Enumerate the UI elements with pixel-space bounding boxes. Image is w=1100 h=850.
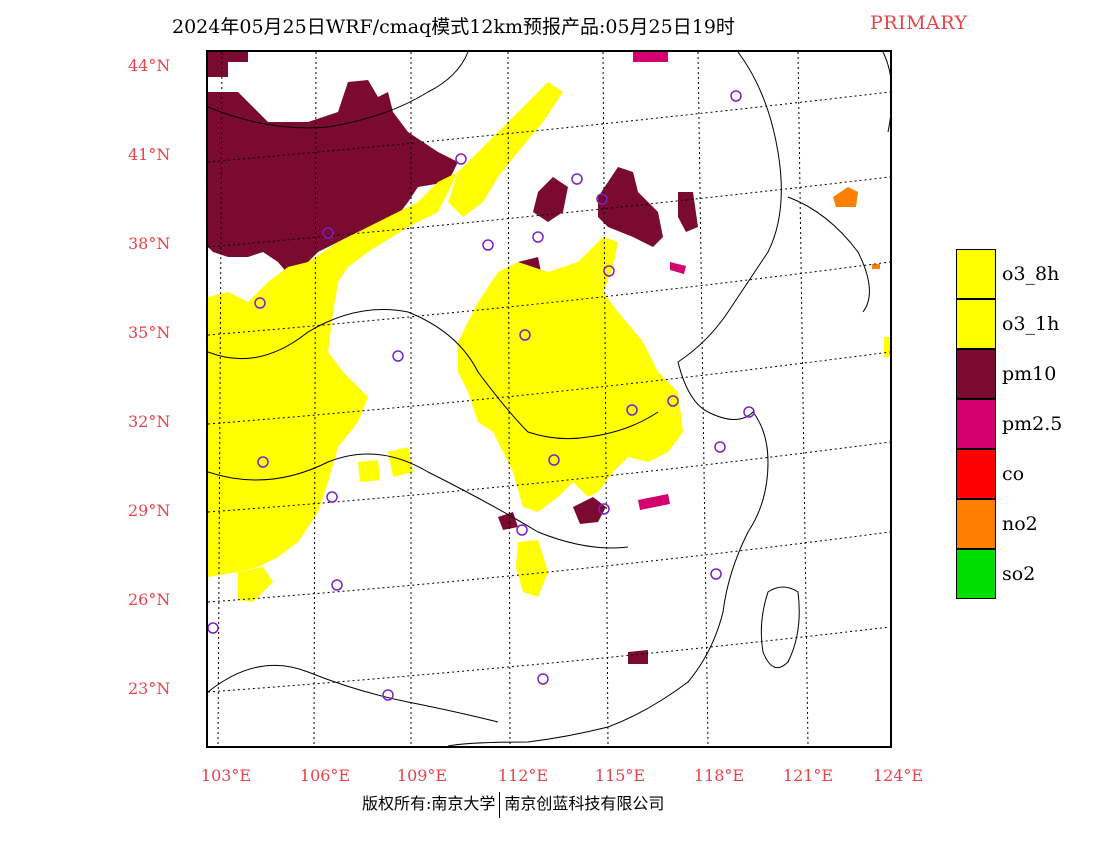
o3-region-central-south: [516, 540, 548, 597]
lat-label-38: 38°N: [128, 234, 171, 253]
legend-label: so2: [1002, 563, 1036, 585]
legend-label: no2: [1002, 513, 1038, 535]
no2-region-sea: [833, 187, 858, 207]
station-marker: [516, 524, 528, 536]
title-text: 2024年05月25日WRF/cmaq模式12km预报产品:05月25日19时: [172, 16, 735, 38]
legend-swatch: [956, 499, 996, 549]
pm10-region-northeast: [678, 192, 698, 232]
pm10-region-south-2: [498, 512, 518, 530]
legend-item-o3-1h: o3_1h: [956, 299, 1096, 349]
o3-region-east-edge: [884, 337, 890, 357]
copyright-footer: 版权所有:南京大学 南京创蓝科技有限公司: [362, 790, 664, 818]
legend-item-pm10: pm10: [956, 349, 1096, 399]
lat-label-35: 35°N: [128, 323, 171, 342]
lon-label-112: 112°E: [497, 766, 549, 785]
footer-separator: [499, 791, 501, 818]
station-marker: [322, 227, 334, 239]
legend-label: o3_1h: [1002, 313, 1060, 335]
station-marker: [382, 689, 394, 701]
legend-swatch: [956, 399, 996, 449]
lat-label-44: 44°N: [128, 56, 171, 75]
legend-label: o3_8h: [1002, 263, 1060, 285]
o3-region-small-2: [358, 460, 380, 482]
station-marker: [537, 673, 549, 685]
station-marker: [331, 579, 343, 591]
legend-item-o3-8h: o3_8h: [956, 249, 1096, 299]
station-marker: [392, 350, 404, 362]
legend-swatch: [956, 449, 996, 499]
lon-label-124: 124°E: [872, 766, 924, 785]
legend-item-co: co: [956, 449, 1096, 499]
copyright-left: 版权所有:南京大学: [362, 794, 496, 813]
legend-swatch: [956, 549, 996, 599]
lat-label-23: 23°N: [128, 679, 171, 698]
station-marker: [455, 153, 467, 165]
lat-label-26: 26°N: [128, 590, 171, 609]
pm10-region-east-2: [533, 177, 568, 222]
legend-swatch: [956, 249, 996, 299]
station-marker: [603, 265, 615, 277]
map-canvas: [208, 52, 890, 746]
lon-label-115: 115°E: [594, 766, 646, 785]
station-marker: [571, 173, 583, 185]
graticule-lines: [208, 52, 890, 746]
lat-label-29: 29°N: [128, 501, 171, 520]
primary-tag: PRIMARY: [870, 12, 968, 34]
legend-item-pm25: pm2.5: [956, 399, 1096, 449]
lat-label-32: 32°N: [128, 412, 171, 431]
lon-label-118: 118°E: [693, 766, 745, 785]
legend-item-no2: no2: [956, 499, 1096, 549]
station-marker: [626, 404, 638, 416]
station-marker: [730, 90, 742, 102]
station-marker: [710, 568, 722, 580]
station-marker: [482, 239, 494, 251]
pm10-region-coast: [628, 650, 648, 664]
lon-label-121: 121°E: [782, 766, 834, 785]
pm25-region-east: [638, 494, 670, 510]
legend-item-so2: so2: [956, 549, 1096, 599]
station-marker: [667, 395, 679, 407]
o3-region-small-1: [388, 447, 413, 477]
lon-label-106: 106°E: [299, 766, 351, 785]
pm25-region-north: [633, 52, 668, 62]
station-marker: [254, 297, 266, 309]
border-lines: [208, 52, 890, 746]
lon-label-109: 109°E: [396, 766, 448, 785]
station-marker: [596, 193, 608, 205]
o3-region-west: [208, 172, 458, 577]
station-marker: [208, 622, 219, 634]
pm10-region-south: [573, 497, 606, 524]
station-marker: [326, 491, 338, 503]
station-marker: [548, 454, 560, 466]
o3-region-central: [458, 237, 683, 512]
lat-label-41: 41°N: [128, 145, 171, 164]
station-markers: [208, 90, 755, 701]
legend-label: pm2.5: [1002, 413, 1063, 435]
legend-label: co: [1002, 463, 1025, 485]
station-marker: [519, 329, 531, 341]
pm10-region-east-1: [598, 167, 663, 247]
lon-label-103: 103°E: [200, 766, 252, 785]
legend-label: pm10: [1002, 363, 1057, 385]
o3-region-northband: [448, 82, 563, 217]
o3-region-west-2: [238, 567, 273, 602]
legend-swatch: [956, 299, 996, 349]
station-marker: [257, 456, 269, 468]
copyright-right: 南京创蓝科技有限公司: [504, 794, 665, 813]
map-area: [206, 50, 892, 748]
station-marker: [743, 406, 755, 418]
station-marker: [532, 231, 544, 243]
station-marker: [598, 503, 610, 515]
pm10-region-northwest: [208, 52, 458, 274]
station-marker: [714, 441, 726, 453]
pm25-region-east-2: [670, 262, 686, 274]
no2-region-small: [872, 264, 880, 269]
legend-swatch: [956, 349, 996, 399]
